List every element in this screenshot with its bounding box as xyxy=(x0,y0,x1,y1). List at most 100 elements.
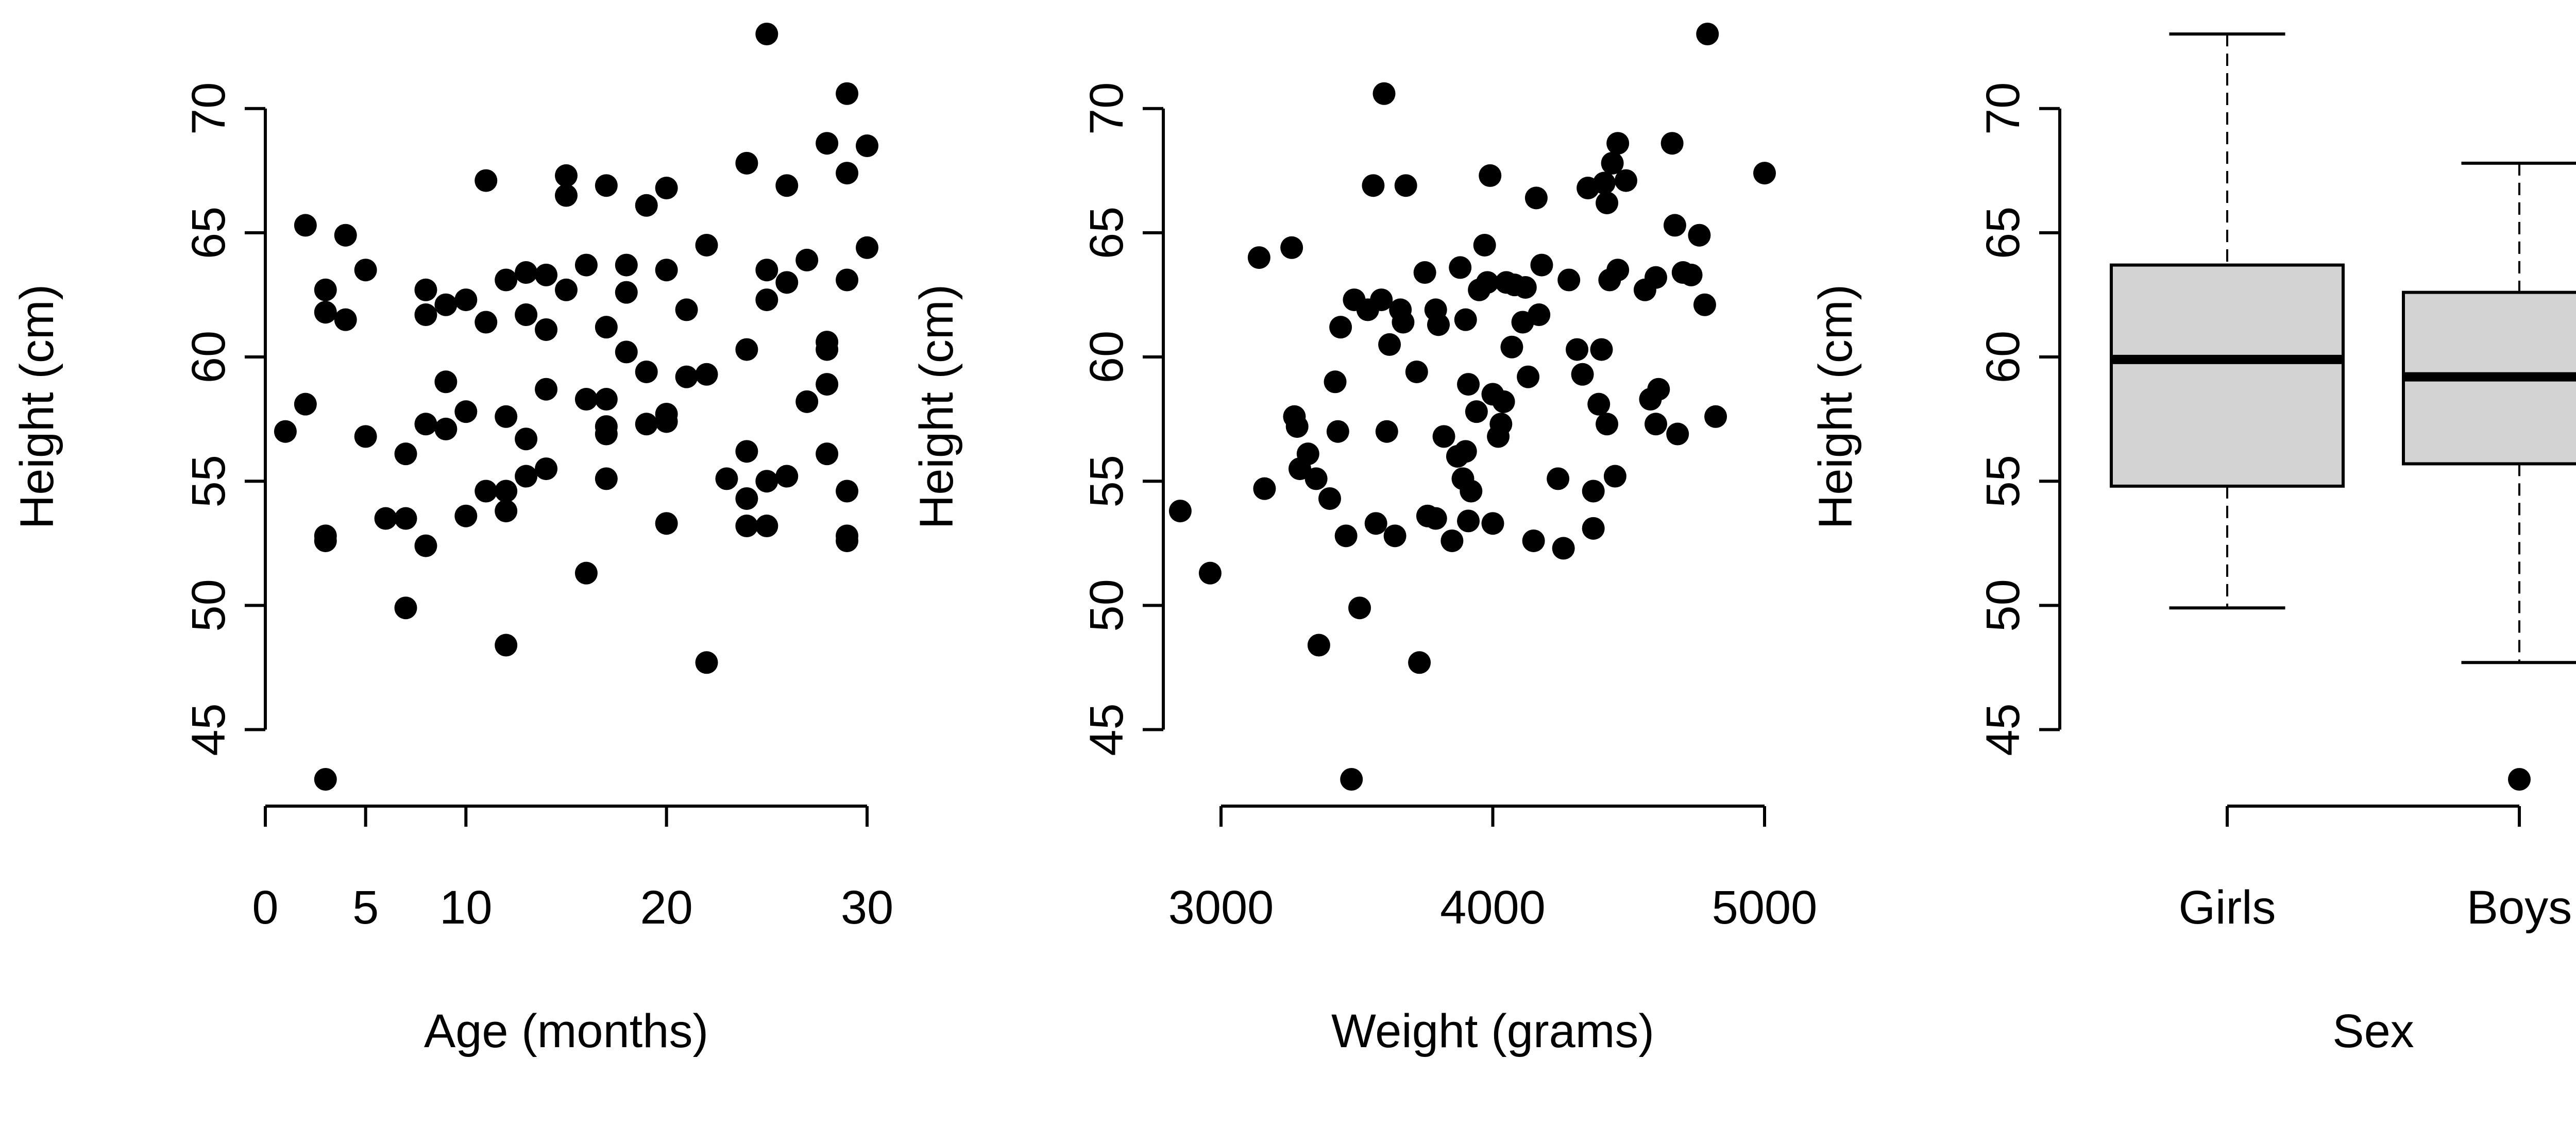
data-point xyxy=(1514,276,1537,299)
data-point xyxy=(856,236,878,259)
data-point xyxy=(515,428,538,451)
data-point xyxy=(1318,487,1341,510)
data-point xyxy=(354,425,377,448)
y-tick-label: 55 xyxy=(182,455,235,507)
y-tick-label: 60 xyxy=(1080,331,1133,383)
y-tick-label: 45 xyxy=(1080,703,1133,756)
data-point xyxy=(574,388,598,411)
data-point xyxy=(535,378,558,401)
data-point xyxy=(1253,477,1276,500)
boxes xyxy=(2110,32,2576,791)
y-tick-label: 60 xyxy=(182,331,235,383)
data-point xyxy=(1378,333,1401,356)
data-point xyxy=(595,174,618,197)
y-tick-label: 55 xyxy=(1080,455,1133,507)
data-point xyxy=(1413,261,1436,284)
x-tick-label: 3000 xyxy=(1168,881,1274,934)
data-point xyxy=(1680,263,1703,286)
data-point xyxy=(1590,338,1613,361)
data-point xyxy=(755,288,778,312)
data-point xyxy=(434,370,457,394)
x-axis: 0 5 10 20 30 xyxy=(252,805,893,934)
box-iqr xyxy=(2110,263,2345,488)
data-point xyxy=(495,268,518,292)
data-point xyxy=(1449,256,1472,279)
data-point xyxy=(735,487,758,510)
data-point xyxy=(1596,413,1619,436)
data-point xyxy=(755,515,778,538)
data-point xyxy=(595,467,618,490)
data-point xyxy=(1524,186,1548,210)
data-point xyxy=(1552,537,1575,560)
data-point xyxy=(695,233,718,257)
data-point xyxy=(1340,768,1363,791)
data-point xyxy=(334,224,357,247)
data-point xyxy=(1645,266,1667,289)
data-point xyxy=(1517,365,1540,388)
y-axis: 45 50 55 60 65 70 xyxy=(182,82,267,756)
data-point xyxy=(1324,370,1347,394)
data-point xyxy=(1592,172,1616,195)
data-point xyxy=(1530,253,1553,277)
data-point xyxy=(655,259,678,282)
x-tick-label: Girls xyxy=(2178,881,2276,934)
data-point xyxy=(1647,378,1670,401)
data-point xyxy=(1663,214,1686,237)
data-point xyxy=(595,388,618,411)
data-point xyxy=(775,271,799,294)
box-girls xyxy=(2110,32,2345,610)
data-point xyxy=(715,467,738,490)
data-point xyxy=(495,405,518,428)
y-tick-label: 60 xyxy=(1977,331,2029,383)
data-point xyxy=(1364,512,1387,535)
data-point xyxy=(1489,413,1513,436)
data-point xyxy=(1457,509,1480,533)
data-point xyxy=(816,338,839,361)
data-point xyxy=(1375,420,1398,443)
data-point xyxy=(755,23,778,45)
data-point xyxy=(755,259,778,282)
data-point xyxy=(1280,236,1303,259)
data-point xyxy=(1326,420,1349,443)
data-point xyxy=(1688,224,1711,247)
data-point xyxy=(515,465,538,488)
data-point xyxy=(1753,162,1776,185)
data-point xyxy=(394,507,417,530)
data-point xyxy=(595,316,618,339)
data-point xyxy=(1666,422,1689,446)
x-axis-title: Age (months) xyxy=(424,1005,708,1057)
data-point xyxy=(314,768,337,791)
data-point xyxy=(414,413,437,436)
data-point xyxy=(1454,440,1477,463)
data-point xyxy=(1479,164,1502,187)
data-point xyxy=(1304,467,1328,490)
data-point xyxy=(615,281,638,304)
data-point xyxy=(1247,246,1270,269)
y-tick-label: 65 xyxy=(1080,207,1133,259)
y-tick-label: 70 xyxy=(182,82,235,135)
data-point xyxy=(1557,268,1581,292)
data-point xyxy=(1606,259,1630,282)
data-point xyxy=(495,480,518,503)
data-point xyxy=(1476,271,1499,294)
data-point xyxy=(675,365,698,388)
data-point xyxy=(655,512,678,535)
data-point xyxy=(1522,529,1545,552)
data-point xyxy=(414,534,437,557)
y-axis-title: Height (cm) xyxy=(11,284,63,529)
data-point xyxy=(474,169,498,192)
data-point xyxy=(775,174,799,197)
y-axis-title: Height (cm) xyxy=(1809,284,1862,529)
data-point xyxy=(1603,465,1626,488)
data-point xyxy=(1440,529,1464,552)
data-point xyxy=(454,288,478,312)
data-point xyxy=(1334,524,1358,548)
box-boys xyxy=(2402,161,2576,791)
y-tick-label: 45 xyxy=(1977,703,2029,756)
data-point xyxy=(735,515,758,538)
data-point xyxy=(334,308,357,331)
data-point xyxy=(314,301,337,324)
data-point xyxy=(1645,413,1667,436)
y-tick-label: 65 xyxy=(1977,207,2029,259)
y-tick-label: 70 xyxy=(1080,82,1133,135)
